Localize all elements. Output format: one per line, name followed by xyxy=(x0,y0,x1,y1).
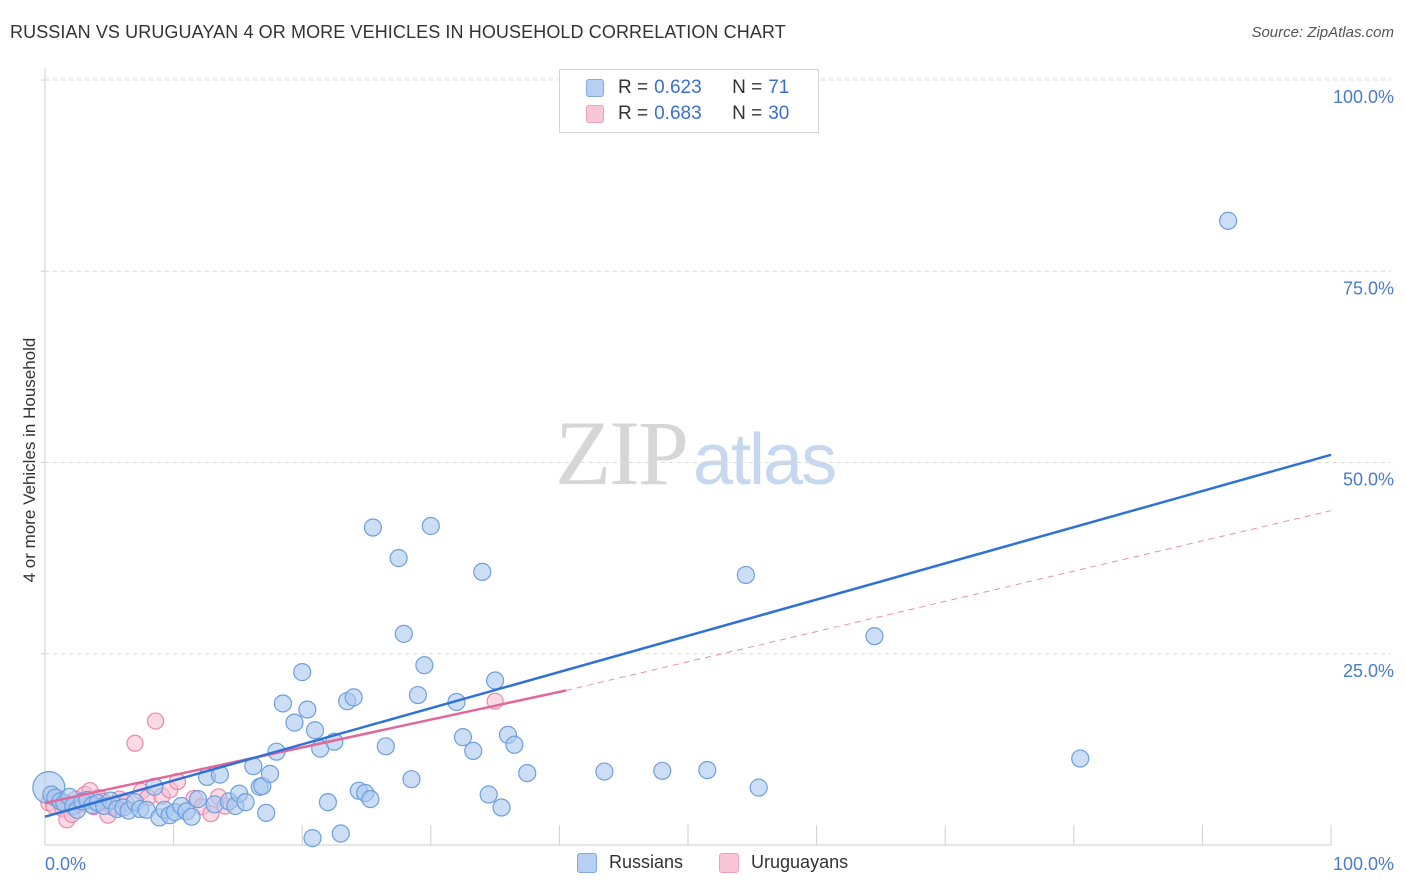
russians-point-74 xyxy=(518,763,537,783)
uruguayans-swatch xyxy=(586,105,604,123)
russians-point-76 xyxy=(653,761,672,780)
y-tick-label-3: 100.0% xyxy=(1333,87,1394,107)
x-tick-label-0: 0.0% xyxy=(45,854,86,874)
tick-label-layer: 25.0% 50.0% 75.0% 100.0% 0.0% 100.0% xyxy=(45,87,1394,874)
zipatlas-watermark: ZIPatlas xyxy=(555,400,837,506)
russians-point-45 xyxy=(298,700,317,719)
watermark-atlas: atlas xyxy=(693,420,837,500)
grid-layer xyxy=(45,77,1391,655)
russians-point-47 xyxy=(305,721,325,740)
uruguayans-n-value: 30 xyxy=(768,103,790,124)
russians-trend-line xyxy=(44,453,1332,818)
russians-point-51 xyxy=(331,824,350,843)
axis-layer xyxy=(41,68,1332,846)
series-legend: Russians Uruguayans xyxy=(577,852,884,873)
russians-point-69 xyxy=(479,785,498,804)
russians-point-39 xyxy=(257,803,276,822)
legend-item-russians[interactable]: Russians xyxy=(577,852,683,873)
uruguayans-n-label: N = xyxy=(732,103,763,124)
russians-point-73 xyxy=(505,735,524,754)
russians-point-79 xyxy=(749,778,768,797)
russians-point-64 xyxy=(421,516,440,536)
correlation-legend: R = 0.623 N = 71 R = 0.683 N = 30 xyxy=(559,69,819,133)
russians-point-35 xyxy=(236,793,255,812)
russians-point-43 xyxy=(285,713,304,732)
russians-point-80 xyxy=(865,627,884,646)
legend-row-uruguayans: R = 0.683 N = 30 xyxy=(586,101,789,127)
y-tick-label-0: 25.0% xyxy=(1343,661,1394,681)
chart-title: RUSSIAN VS URUGUAYAN 4 OR MORE VEHICLES … xyxy=(10,22,786,42)
russians-point-40 xyxy=(260,764,280,783)
russians-point-46 xyxy=(303,829,322,848)
uruguayans-point-20 xyxy=(146,712,165,730)
uruguayans-legend-label: Uruguayans xyxy=(751,852,849,872)
russians-point-63 xyxy=(415,656,434,675)
legend-item-uruguayans[interactable]: Uruguayans xyxy=(719,852,848,873)
russians-point-62 xyxy=(408,685,428,705)
uruguayans-point-17 xyxy=(126,734,144,752)
russians-point-82 xyxy=(1219,211,1238,230)
russians-point-60 xyxy=(394,624,413,643)
russians-point-44 xyxy=(293,663,312,682)
source-credit: Source: ZipAtlas.com xyxy=(1251,24,1394,41)
russians-point-61 xyxy=(402,770,421,789)
russians-point-81 xyxy=(1071,749,1090,768)
russians-r-value: 0.623 xyxy=(654,77,702,98)
russians-point-49 xyxy=(318,793,338,812)
russians-point-70 xyxy=(486,671,505,690)
x-tick-label-1: 100.0% xyxy=(1333,854,1394,874)
trend-layer xyxy=(44,453,1332,818)
russians-point-58 xyxy=(376,737,395,756)
y-tick-label-2: 75.0% xyxy=(1343,278,1394,298)
russians-n-label: N = xyxy=(732,77,763,98)
uruguayans-legend-swatch xyxy=(719,852,740,873)
russians-point-28 xyxy=(188,789,208,809)
uruguayans-r-value: 0.683 xyxy=(654,103,702,124)
russians-point-77 xyxy=(698,760,717,780)
russians-point-42 xyxy=(273,694,293,713)
uruguayans-trend-line xyxy=(44,689,567,805)
russians-legend-swatch xyxy=(577,852,597,873)
russians-point-68 xyxy=(473,562,492,581)
russians-point-53 xyxy=(344,688,363,707)
russians-point-66 xyxy=(453,728,473,747)
y-tick-label-1: 50.0% xyxy=(1343,470,1394,490)
russians-r-label: R = xyxy=(618,77,649,98)
uruguayans-trend-extension xyxy=(565,510,1332,691)
russians-swatch xyxy=(586,79,604,97)
russians-point-67 xyxy=(464,741,483,761)
uruguayans-r-label: R = xyxy=(618,103,649,124)
russians-point-71 xyxy=(492,798,511,817)
watermark-zip: ZIP xyxy=(555,402,689,504)
russians-n-value: 71 xyxy=(768,77,790,98)
russians-point-27 xyxy=(182,807,201,826)
russians-point-78 xyxy=(736,565,755,585)
russians-point-75 xyxy=(595,762,614,781)
legend-row-russians: R = 0.623 N = 71 xyxy=(586,75,789,101)
russians-points xyxy=(32,211,1238,848)
russians-point-57 xyxy=(363,518,383,537)
russians-legend-label: Russians xyxy=(609,852,684,872)
russians-point-56 xyxy=(361,789,380,809)
russians-point-59 xyxy=(389,549,408,568)
